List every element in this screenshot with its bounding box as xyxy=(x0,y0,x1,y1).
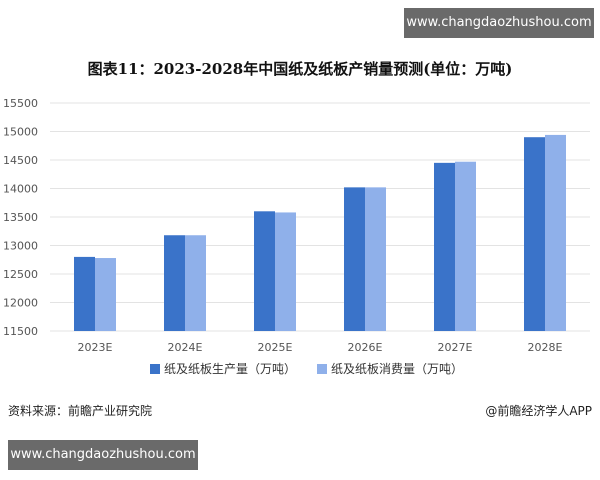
y-tick-label: 13000 xyxy=(3,240,38,253)
watermark-bottom: www.changdaozhushou.com xyxy=(8,440,198,470)
legend-swatch xyxy=(150,364,160,374)
bar-production xyxy=(74,256,95,331)
y-tick-label: 13500 xyxy=(3,211,38,224)
x-tick-label: 2028E xyxy=(528,341,563,354)
bars xyxy=(74,134,566,331)
bar-consumption xyxy=(455,161,476,331)
app-credit: @前瞻经济学人APP xyxy=(485,404,592,418)
legend-label: 纸及纸板生产量（万吨） xyxy=(164,362,296,376)
bar-production xyxy=(524,137,545,331)
bar-consumption xyxy=(185,235,206,331)
y-tick-label: 12000 xyxy=(3,297,38,310)
y-tick-label: 15500 xyxy=(3,97,38,110)
bar-consumption xyxy=(545,134,566,331)
bar-consumption xyxy=(365,187,386,331)
y-tick-label: 11500 xyxy=(3,325,38,338)
y-tick-label: 15000 xyxy=(3,126,38,139)
legend: 纸及纸板生产量（万吨） 纸及纸板消费量（万吨） xyxy=(150,362,463,376)
x-tick-label: 2024E xyxy=(168,341,203,354)
bar-production xyxy=(164,235,185,331)
bar-production xyxy=(344,187,365,331)
legend-swatch xyxy=(317,364,327,374)
x-tick-label: 2025E xyxy=(258,341,293,354)
y-tick-label: 14000 xyxy=(3,183,38,196)
chart-title: 图表11：2023-2028年中国纸及纸板产销量预测(单位：万吨) xyxy=(87,60,513,78)
legend-label: 纸及纸板消费量（万吨） xyxy=(331,362,463,376)
x-tick-label: 2026E xyxy=(348,341,383,354)
watermark-top: www.changdaozhushou.com xyxy=(404,8,594,38)
source-note: 资料来源：前瞻产业研究院 xyxy=(8,404,153,418)
bar-consumption xyxy=(95,258,116,331)
bar-production xyxy=(254,211,275,331)
x-axis-ticks: 2023E 2024E 2025E 2026E 2027E 2028E xyxy=(78,341,563,354)
grid-lines xyxy=(50,102,590,332)
y-tick-label: 14500 xyxy=(3,154,38,167)
x-tick-label: 2023E xyxy=(78,341,113,354)
y-axis-ticks: 11500 12000 12500 13000 13500 14000 14500 15000… xyxy=(3,97,38,338)
bar-production xyxy=(434,162,455,331)
bar-chart: 11500 12000 12500 13000 13500 14000 14500 15000… xyxy=(3,97,590,376)
bar-consumption xyxy=(275,212,296,331)
x-tick-label: 2027E xyxy=(438,341,473,354)
y-tick-label: 12500 xyxy=(3,268,38,281)
